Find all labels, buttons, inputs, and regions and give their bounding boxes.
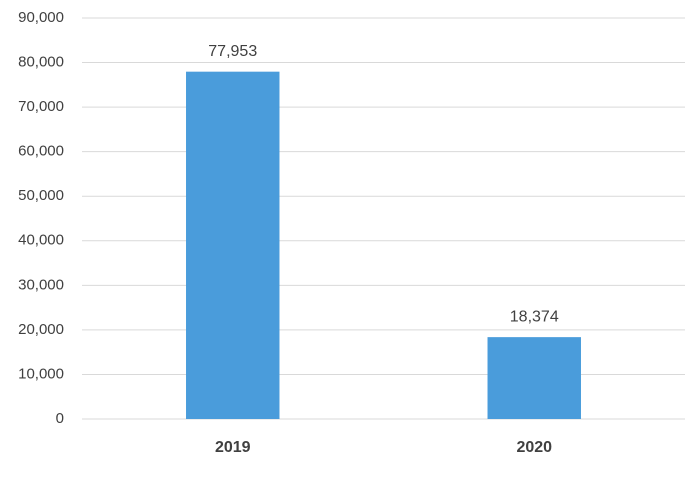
y-tick-label: 40,000	[18, 232, 64, 249]
y-tick-label: 70,000	[18, 98, 64, 115]
y-tick-label: 90,000	[18, 9, 64, 26]
y-tick-label: 10,000	[18, 365, 64, 382]
x-tick-label: 2019	[215, 439, 251, 456]
y-tick-label: 0	[56, 410, 64, 427]
data-label: 18,374	[510, 308, 559, 325]
bar	[487, 337, 581, 419]
bar	[186, 71, 280, 419]
y-tick-label: 30,000	[18, 276, 64, 293]
x-tick-label: 2020	[516, 439, 552, 456]
data-label: 77,953	[208, 43, 257, 60]
y-tick-label: 50,000	[18, 187, 64, 204]
y-tick-label: 20,000	[18, 321, 64, 338]
y-tick-label: 60,000	[18, 143, 64, 160]
y-tick-label: 80,000	[18, 54, 64, 71]
